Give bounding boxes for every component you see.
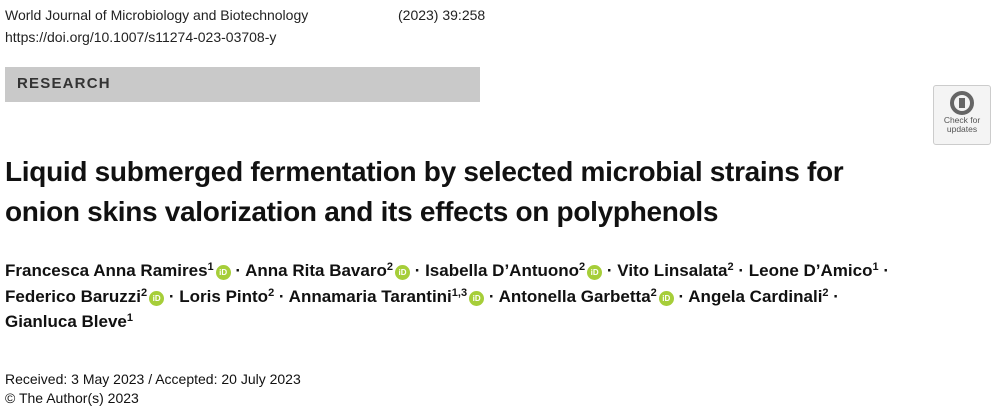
affiliation-number: 2 [727, 261, 734, 273]
check-updates-line1: Check for [943, 115, 981, 125]
author[interactable]: Angela Cardinali2 [688, 287, 828, 306]
author-name: Loris Pinto [179, 286, 269, 306]
affiliation-number: 2 [386, 261, 393, 273]
affiliation-number: 2 [579, 261, 586, 273]
author[interactable]: Loris Pinto2 [179, 287, 274, 306]
separator: · [733, 261, 749, 280]
separator: · [673, 286, 689, 306]
separator: · [484, 286, 499, 306]
separator: · [828, 286, 839, 306]
author[interactable]: Antonella Garbetta2 iD [499, 287, 674, 306]
affiliation-number: 1 [126, 312, 134, 324]
separator: · [230, 261, 246, 280]
orcid-icon[interactable]: iD [149, 290, 165, 306]
dates: Received: 3 May 2023 / Accepted: 20 July… [5, 371, 301, 387]
author-name: Anna Rita Bavaro [245, 261, 387, 280]
citation: (2023) 39:258 [398, 7, 486, 23]
separator: · [409, 261, 426, 280]
author-name: Angela Cardinali [688, 286, 823, 306]
separator: · [164, 286, 180, 306]
author[interactable]: Isabella D’Antuono2 iD [425, 261, 603, 280]
author[interactable]: Annamaria Tarantini1,3 iD [288, 286, 485, 306]
section-bar: RESEARCH [5, 67, 480, 102]
author-name: Isabella D’Antuono [425, 261, 580, 280]
affiliation-number: 2 [650, 286, 657, 299]
author[interactable]: Francesca Anna Ramires1 iD [5, 261, 231, 280]
separator: · [602, 261, 618, 280]
author-name: Federico Baruzzi [5, 286, 142, 306]
author-name: Vito Linsalata [617, 261, 728, 280]
doi-link[interactable]: https://doi.org/10.1007/s11274-023-03708… [5, 29, 277, 45]
orcid-icon[interactable]: iD [469, 290, 485, 306]
journal-name: World Journal of Microbiology and Biotec… [5, 7, 309, 23]
author-name: Gianluca Bleve [5, 312, 127, 331]
separator: · [274, 286, 289, 306]
author[interactable]: Anna Rita Bavaro2 iD [245, 261, 410, 280]
author-list: Francesca Anna Ramires1 iD · Anna Rita Ba… [5, 258, 985, 335]
affiliation-number: 1 [207, 261, 214, 273]
bookmark-icon [950, 91, 974, 115]
author[interactable]: Leone D’Amico1 [749, 261, 879, 280]
author-name: Annamaria Tarantini [288, 286, 452, 306]
author-name: Francesca Anna Ramires [5, 261, 208, 280]
orcid-icon[interactable]: iD [658, 290, 674, 306]
author[interactable]: Federico Baruzzi2 iD [5, 286, 165, 306]
title-line: onion skins valorization and its effects… [5, 196, 719, 227]
title-line: Liquid submerged fermentation by selecte… [5, 156, 844, 187]
affiliation-number: 2 [268, 286, 275, 299]
section-label: RESEARCH [17, 75, 111, 92]
check-for-updates-button[interactable]: Check for updates [933, 85, 991, 145]
check-updates-line2: updates [946, 124, 978, 134]
orcid-icon[interactable]: iD [587, 265, 603, 280]
separator: · [878, 261, 889, 280]
affiliation-number: 2 [822, 286, 829, 299]
orcid-icon[interactable]: iD [394, 265, 410, 280]
article-title: Liquid submerged fermentation by selecte… [5, 152, 905, 232]
affiliation-number: 1,3 [451, 286, 468, 299]
author[interactable]: Gianluca Bleve1 [5, 312, 133, 331]
author-name: Antonella Garbetta [498, 286, 651, 306]
copyright: © The Author(s) 2023 [5, 390, 139, 406]
orcid-icon[interactable]: iD [215, 265, 231, 280]
author-name: Leone D’Amico [748, 261, 873, 280]
author[interactable]: Vito Linsalata2 [617, 261, 733, 280]
affiliation-number: 2 [141, 286, 148, 299]
affiliation-number: 1 [872, 261, 879, 273]
